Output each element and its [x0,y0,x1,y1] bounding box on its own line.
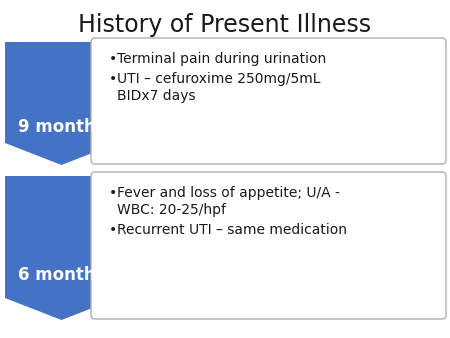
Text: BIDx7 days: BIDx7 days [117,89,196,103]
Text: WBC: 20-25/hpf: WBC: 20-25/hpf [117,203,226,217]
Text: Terminal pain during urination: Terminal pain during urination [117,52,326,66]
Text: 6 months: 6 months [18,266,105,284]
Text: •: • [109,52,117,66]
Text: 9 months: 9 months [18,118,105,136]
FancyBboxPatch shape [91,38,446,164]
FancyBboxPatch shape [91,172,446,319]
Polygon shape [5,42,118,165]
Text: •: • [109,72,117,86]
Text: Recurrent UTI – same medication: Recurrent UTI – same medication [117,223,347,237]
Text: Fever and loss of appetite; U/A -: Fever and loss of appetite; U/A - [117,186,340,200]
Text: •: • [109,223,117,237]
Text: UTI – cefuroxime 250mg/5mL: UTI – cefuroxime 250mg/5mL [117,72,320,86]
Text: History of Present Illness: History of Present Illness [78,13,372,37]
Polygon shape [5,176,118,320]
Text: •: • [109,186,117,200]
